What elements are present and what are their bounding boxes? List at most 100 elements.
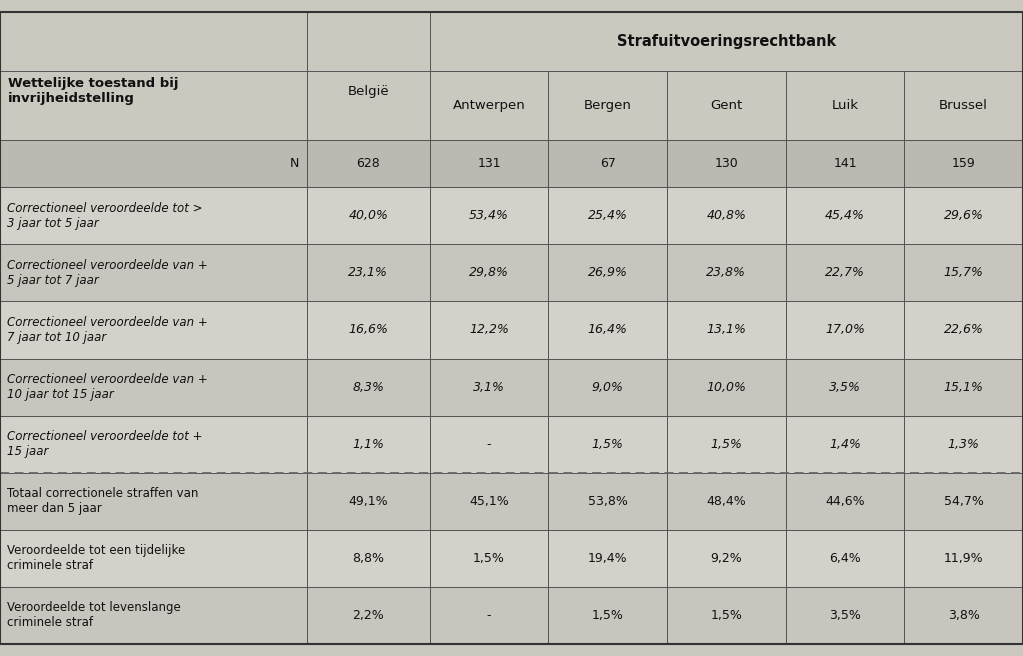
Bar [786,244,904,301]
Text: 29,6%: 29,6% [944,209,983,222]
Bar [307,244,430,301]
Text: Correctioneel veroordeelde van +
10 jaar tot 15 jaar: Correctioneel veroordeelde van + 10 jaar… [7,373,208,401]
Bar [0,586,307,644]
Bar [307,415,430,472]
Bar [667,301,786,358]
Text: -: - [487,438,491,451]
Bar [904,472,1023,529]
Bar [548,529,667,586]
Bar [786,358,904,415]
Text: 16,6%: 16,6% [349,323,388,337]
Bar [307,187,430,244]
Bar [904,358,1023,415]
Bar [307,472,430,529]
Bar [667,187,786,244]
Text: 6,4%: 6,4% [829,552,861,565]
Bar [667,358,786,415]
Text: 3,5%: 3,5% [829,609,861,622]
Text: 3,8%: 3,8% [947,609,980,622]
Bar [548,301,667,358]
Text: Bergen: Bergen [584,99,631,112]
Text: 3,5%: 3,5% [829,380,861,394]
Bar [667,472,786,529]
Text: 15,1%: 15,1% [944,380,983,394]
Bar [786,140,904,187]
Text: Strafuitvoeringsrechtbank: Strafuitvoeringsrechtbank [617,34,836,49]
Bar [0,12,430,71]
Bar [430,301,548,358]
Bar [0,187,307,244]
Text: 22,6%: 22,6% [944,323,983,337]
Bar [307,358,430,415]
Bar [0,244,307,301]
Bar [667,140,786,187]
Bar [786,71,904,140]
Bar [786,472,904,529]
Text: 130: 130 [714,157,739,170]
Bar [0,472,307,529]
Text: 12,2%: 12,2% [470,323,508,337]
Text: Totaal correctionele straffen van
meer dan 5 jaar: Totaal correctionele straffen van meer d… [7,487,198,515]
Bar [0,415,307,472]
Bar [307,187,430,244]
Bar [307,301,430,358]
Bar [430,415,548,472]
Text: 53,4%: 53,4% [470,209,508,222]
Bar [430,358,548,415]
Bar [430,187,548,244]
Text: 1,5%: 1,5% [710,438,743,451]
Text: 1,5%: 1,5% [710,609,743,622]
Bar [0,12,430,71]
Bar [548,529,667,586]
Bar [904,358,1023,415]
Text: 15,7%: 15,7% [944,266,983,279]
Bar [667,140,786,187]
Bar [786,358,904,415]
Bar [0,358,307,415]
Bar [548,586,667,644]
Text: Veroordeelde tot levenslange
criminele straf: Veroordeelde tot levenslange criminele s… [7,602,181,629]
Text: 67: 67 [599,157,616,170]
Text: 26,9%: 26,9% [588,266,627,279]
Bar [0,586,307,644]
Bar [548,71,667,140]
Bar [786,187,904,244]
Bar [0,358,307,415]
Bar [786,529,904,586]
Bar [904,71,1023,140]
Bar [904,71,1023,140]
Bar [904,472,1023,529]
Bar [904,529,1023,586]
Bar [786,140,904,187]
Text: 54,7%: 54,7% [944,495,983,508]
Text: 25,4%: 25,4% [588,209,627,222]
Bar [0,71,307,140]
Text: 53,8%: 53,8% [588,495,627,508]
Bar [904,586,1023,644]
Bar [430,586,548,644]
Bar [307,244,430,301]
Bar [307,586,430,644]
Text: 40,8%: 40,8% [707,209,746,222]
Text: 17,0%: 17,0% [826,323,864,337]
Bar [548,244,667,301]
Bar [786,586,904,644]
Text: 3,1%: 3,1% [473,380,505,394]
Bar [430,358,548,415]
Bar [0,529,307,586]
Bar [667,244,786,301]
Bar [430,12,1023,71]
Bar [667,529,786,586]
Bar [307,140,430,187]
Bar [786,415,904,472]
Bar [0,187,307,244]
Text: Correctioneel veroordeelde tot +
15 jaar: Correctioneel veroordeelde tot + 15 jaar [7,430,203,458]
Text: 1,5%: 1,5% [591,438,624,451]
Bar [904,140,1023,187]
Text: 10,0%: 10,0% [707,380,746,394]
Bar [904,415,1023,472]
Bar [307,12,430,140]
Bar [307,71,430,140]
Bar [904,244,1023,301]
Bar [430,71,548,140]
